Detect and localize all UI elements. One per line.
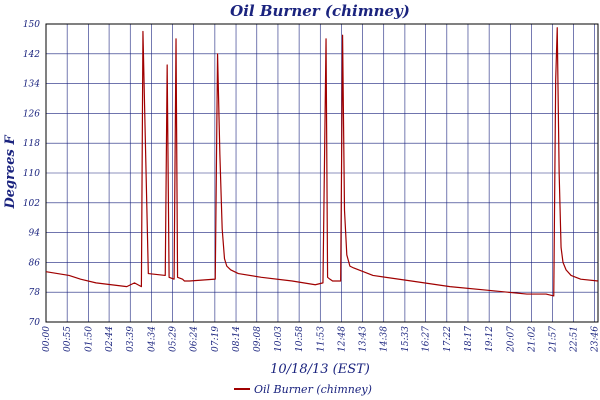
y-tick-label: 70 bbox=[29, 318, 41, 328]
series-line bbox=[45, 27, 599, 297]
y-tick-label: 110 bbox=[23, 169, 40, 179]
x-tick-label: 11:53 bbox=[316, 326, 326, 352]
y-tick-label: 126 bbox=[23, 109, 40, 119]
x-tick-label: 17:22 bbox=[443, 326, 453, 352]
x-tick-label: 23:46 bbox=[591, 326, 600, 353]
x-tick-label: 06:24 bbox=[190, 326, 200, 352]
x-tick-label: 02:44 bbox=[105, 326, 115, 352]
x-tick-label: 21:02 bbox=[527, 326, 537, 353]
legend: Oil Burner (chimney) bbox=[234, 383, 372, 396]
y-tick-label: 94 bbox=[29, 229, 41, 239]
y-tick-label: 86 bbox=[29, 258, 41, 268]
x-tick-label: 01:50 bbox=[84, 326, 94, 352]
x-tick-label: 10:58 bbox=[295, 326, 305, 352]
y-tick-label: 150 bbox=[23, 20, 40, 30]
legend-label: Oil Burner (chimney) bbox=[254, 383, 372, 396]
series-layer bbox=[45, 27, 599, 297]
x-tick-label: 12:48 bbox=[337, 326, 347, 352]
y-tick-label: 142 bbox=[23, 50, 40, 60]
x-tick-label: 03:39 bbox=[126, 326, 136, 352]
x-tick-label: 08:14 bbox=[232, 326, 242, 352]
y-tick-label: 102 bbox=[23, 199, 40, 209]
y-tick-label: 78 bbox=[29, 288, 41, 298]
y-axis-label: Degrees F bbox=[3, 135, 18, 210]
x-tick-label: 09:08 bbox=[253, 326, 263, 352]
y-axis-ticks: 70 78 86 94 102 110 118 126 134 142 150 bbox=[23, 20, 40, 328]
x-tick-label: 22:51 bbox=[569, 326, 579, 353]
chart-title: Oil Burner (chimney) bbox=[230, 2, 410, 20]
x-tick-label: 00:55 bbox=[63, 326, 73, 352]
x-tick-label: 15:33 bbox=[401, 326, 411, 352]
x-tick-label: 20:07 bbox=[506, 326, 516, 353]
x-tick-label: 07:19 bbox=[211, 326, 221, 352]
x-tick-label: 16:27 bbox=[422, 326, 432, 352]
x-tick-label: 21:57 bbox=[549, 326, 559, 353]
plot-frame bbox=[45, 23, 599, 323]
x-tick-label: 18:17 bbox=[464, 326, 474, 352]
x-tick-label: 14:38 bbox=[380, 326, 390, 352]
grid-lines bbox=[45, 23, 598, 323]
x-tick-label: 10:03 bbox=[274, 326, 284, 352]
x-tick-label: 05:29 bbox=[169, 326, 179, 352]
y-tick-label: 118 bbox=[23, 139, 40, 149]
x-tick-label: 00:00 bbox=[42, 326, 52, 352]
x-tick-label: 04:34 bbox=[147, 326, 157, 352]
y-tick-label: 134 bbox=[23, 80, 40, 90]
x-axis-label: 10/18/13 (EST) bbox=[270, 362, 370, 377]
x-tick-label: 13:43 bbox=[359, 326, 369, 352]
x-tick-label: 19:12 bbox=[485, 326, 495, 352]
x-axis-ticks: 00:00 00:55 01:50 02:44 03:39 04:34 05:29 06:24… bbox=[42, 326, 600, 353]
